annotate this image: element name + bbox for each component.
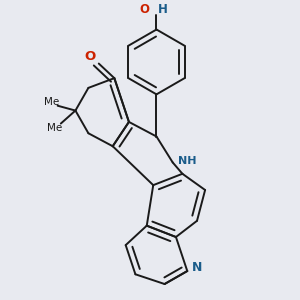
Text: NH: NH xyxy=(178,156,196,166)
Text: H: H xyxy=(158,3,167,16)
Text: Me: Me xyxy=(47,123,63,133)
Text: N: N xyxy=(192,261,202,274)
Text: Me: Me xyxy=(44,98,59,107)
Text: O: O xyxy=(84,50,95,63)
Text: O: O xyxy=(139,3,149,16)
